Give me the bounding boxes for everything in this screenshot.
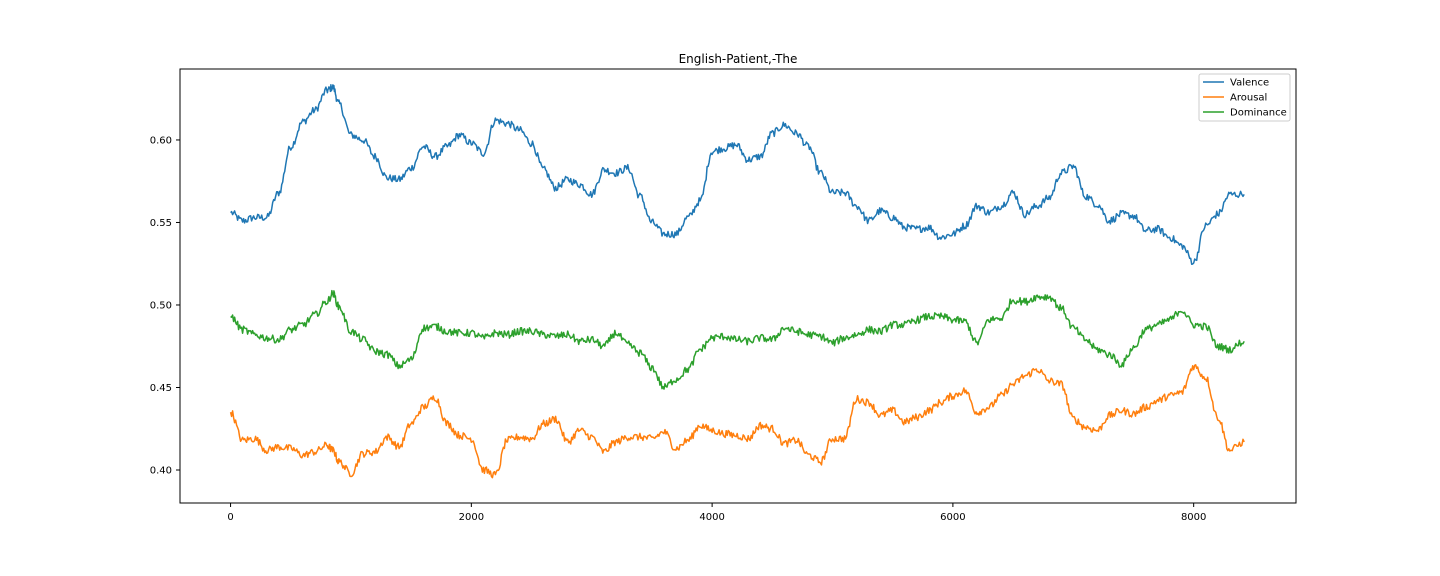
y-tick-label: 0.45	[150, 383, 172, 394]
y-tick-label: 0.55	[150, 218, 172, 229]
legend: Valence Arousal Dominance	[1198, 73, 1291, 122]
x-tick-label: 0	[227, 512, 233, 523]
x-tick-label: 8000	[1181, 512, 1206, 523]
chart-title: English-Patient,-The	[679, 52, 798, 66]
y-tick-label: 0.60	[150, 135, 172, 146]
legend-box	[1198, 73, 1291, 122]
x-tick-label: 6000	[940, 512, 965, 523]
series-line-valence	[230, 84, 1245, 266]
y-tick-label: 0.40	[150, 465, 172, 476]
series-layer	[229, 84, 1245, 479]
plot-frame	[179, 68, 1297, 504]
x-tick-label: 4000	[699, 512, 724, 523]
y-tick-label: 0.50	[150, 300, 172, 311]
y-axis: 0.40 0.45 0.50 0.55 0.60	[150, 135, 180, 476]
legend-label-arousal: Arousal	[1230, 93, 1267, 104]
x-axis: 0 2000 4000 6000 8000	[227, 503, 1206, 523]
series-line-dominance	[230, 289, 1245, 390]
legend-label-valence: Valence	[1230, 78, 1269, 89]
series-line-arousal	[229, 364, 1245, 479]
x-tick-label: 2000	[459, 512, 484, 523]
legend-label-dominance: Dominance	[1230, 108, 1287, 119]
